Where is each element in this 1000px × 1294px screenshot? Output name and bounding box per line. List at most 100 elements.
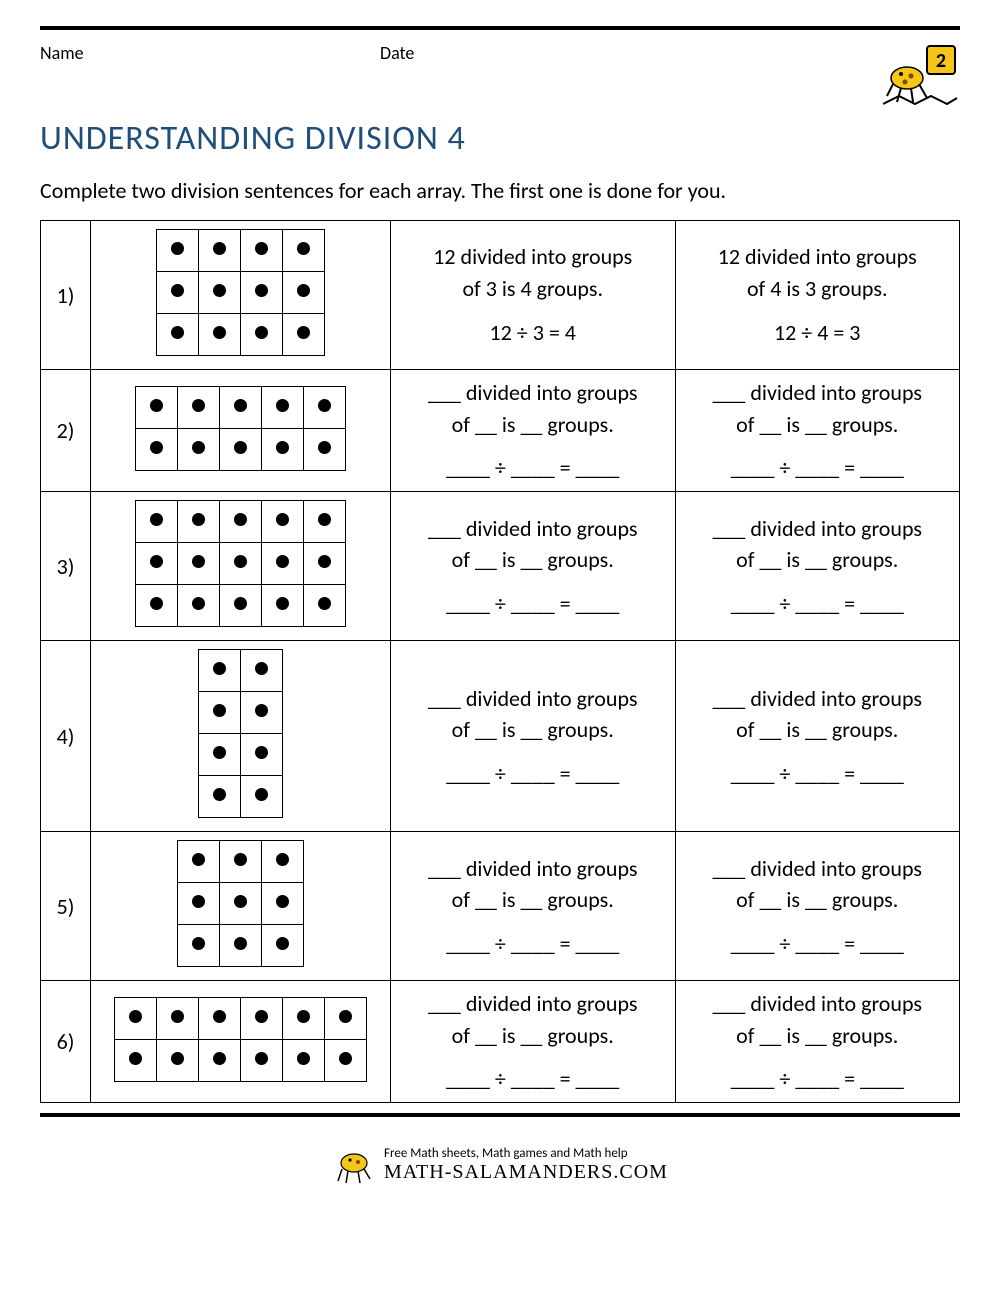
dot-icon (255, 788, 268, 801)
equation: ____ ÷ ____ = ____ (682, 759, 954, 789)
statement-left: ___ divided into groupsof __ is __ group… (391, 492, 676, 641)
problem-number: 2) (41, 370, 91, 492)
stmt-line: of __ is __ groups. (682, 715, 954, 745)
equation: ____ ÷ ____ = ____ (397, 929, 669, 959)
dot-icon (318, 441, 331, 454)
dot-array-cell (91, 641, 391, 832)
footer-tagline: Free Math sheets, Math games and Math he… (384, 1146, 668, 1161)
statement-left: 12 divided into groupsof 3 is 4 groups. 1… (391, 221, 676, 370)
table-row: 1)12 divided into groupsof 3 is 4 groups… (41, 221, 960, 370)
statement-right: ___ divided into groupsof __ is __ group… (675, 641, 960, 832)
dot-icon (192, 513, 205, 526)
stmt-line: ___ divided into groups (682, 854, 954, 884)
stmt-line: ___ divided into groups (682, 378, 954, 408)
dot-array (156, 229, 325, 356)
dot-array-cell (91, 492, 391, 641)
stmt-line: ___ divided into groups (397, 854, 669, 884)
stmt-line: ___ divided into groups (682, 684, 954, 714)
dot-icon (255, 1010, 268, 1023)
dot-icon (150, 555, 163, 568)
statement-right: 12 divided into groupsof 4 is 3 groups. 1… (675, 221, 960, 370)
dot-icon (276, 441, 289, 454)
table-row: 3)___ divided into groupsof __ is __ gro… (41, 492, 960, 641)
equation: ____ ÷ ____ = ____ (682, 929, 954, 959)
table-row: 5)___ divided into groupsof __ is __ gro… (41, 832, 960, 981)
dot-array (135, 500, 346, 627)
dot-icon (150, 597, 163, 610)
stmt-line: of __ is __ groups. (397, 885, 669, 915)
equation: 12 ÷ 4 = 3 (682, 318, 954, 348)
statement-left: ___ divided into groupsof __ is __ group… (391, 370, 676, 492)
stmt-line: ___ divided into groups (682, 514, 954, 544)
brand-logo: 2 (880, 42, 960, 112)
dot-icon (234, 853, 247, 866)
dot-icon (297, 1052, 310, 1065)
dot-icon (213, 746, 226, 759)
instructions-text: Complete two division sentences for each… (40, 177, 960, 204)
dot-icon (255, 1052, 268, 1065)
dot-array (135, 386, 346, 471)
stmt-line: of 4 is 3 groups. (682, 274, 954, 304)
footer: Free Math sheets, Math games and Math he… (0, 1135, 1000, 1191)
equation: ____ ÷ ____ = ____ (682, 453, 954, 483)
stmt-line: 12 divided into groups (682, 242, 954, 272)
dot-icon (234, 597, 247, 610)
statement-left: ___ divided into groupsof __ is __ group… (391, 981, 676, 1103)
stmt-line: ___ divided into groups (397, 378, 669, 408)
dot-array-cell (91, 981, 391, 1103)
dot-icon (129, 1052, 142, 1065)
equation: ____ ÷ ____ = ____ (397, 759, 669, 789)
stmt-line: of __ is __ groups. (682, 1021, 954, 1051)
worksheet-page: Name Date 2 UNDERSTANDING DIVISION 4 Com… (0, 0, 1000, 1113)
equation: ____ ÷ ____ = ____ (397, 1064, 669, 1094)
stmt-line: of __ is __ groups. (682, 885, 954, 915)
statement-right: ___ divided into groupsof __ is __ group… (675, 370, 960, 492)
statement-left: ___ divided into groupsof __ is __ group… (391, 832, 676, 981)
dot-array-cell (91, 832, 391, 981)
dot-icon (339, 1010, 352, 1023)
equation: ____ ÷ ____ = ____ (682, 1064, 954, 1094)
dot-icon (234, 513, 247, 526)
dot-icon (213, 704, 226, 717)
dot-icon (213, 662, 226, 675)
dot-icon (171, 1052, 184, 1065)
dot-icon (213, 242, 226, 255)
stmt-line: ___ divided into groups (397, 684, 669, 714)
stmt-line: of __ is __ groups. (397, 715, 669, 745)
dot-icon (297, 242, 310, 255)
dot-array (198, 649, 283, 818)
dot-icon (255, 326, 268, 339)
equation: 12 ÷ 3 = 4 (397, 318, 669, 348)
dot-icon (192, 895, 205, 908)
problem-number: 4) (41, 641, 91, 832)
table-row: 2)___ divided into groupsof __ is __ gro… (41, 370, 960, 492)
dot-icon (192, 399, 205, 412)
statement-right: ___ divided into groupsof __ is __ group… (675, 832, 960, 981)
dot-icon (213, 326, 226, 339)
stmt-line: ___ divided into groups (682, 989, 954, 1019)
stmt-line: of 3 is 4 groups. (397, 274, 669, 304)
dot-icon (234, 399, 247, 412)
dot-icon (234, 441, 247, 454)
dot-icon (297, 1010, 310, 1023)
equation: ____ ÷ ____ = ____ (682, 589, 954, 619)
dot-icon (318, 513, 331, 526)
stmt-line: of __ is __ groups. (397, 1021, 669, 1051)
table-row: 4)___ divided into groupsof __ is __ gro… (41, 641, 960, 832)
dot-icon (192, 597, 205, 610)
stmt-line: of __ is __ groups. (682, 410, 954, 440)
stmt-line: of __ is __ groups. (397, 545, 669, 575)
problems-table: 1)12 divided into groupsof 3 is 4 groups… (40, 220, 960, 1103)
dot-icon (234, 555, 247, 568)
equation: ____ ÷ ____ = ____ (397, 453, 669, 483)
problem-number: 1) (41, 221, 91, 370)
stmt-line: 12 divided into groups (397, 242, 669, 272)
dot-icon (276, 555, 289, 568)
dot-icon (150, 513, 163, 526)
dot-icon (192, 555, 205, 568)
dot-icon (213, 284, 226, 297)
dot-array-cell (91, 221, 391, 370)
worksheet-title: UNDERSTANDING DIVISION 4 (40, 118, 960, 159)
stmt-line: of __ is __ groups. (397, 410, 669, 440)
dot-array (114, 997, 367, 1082)
